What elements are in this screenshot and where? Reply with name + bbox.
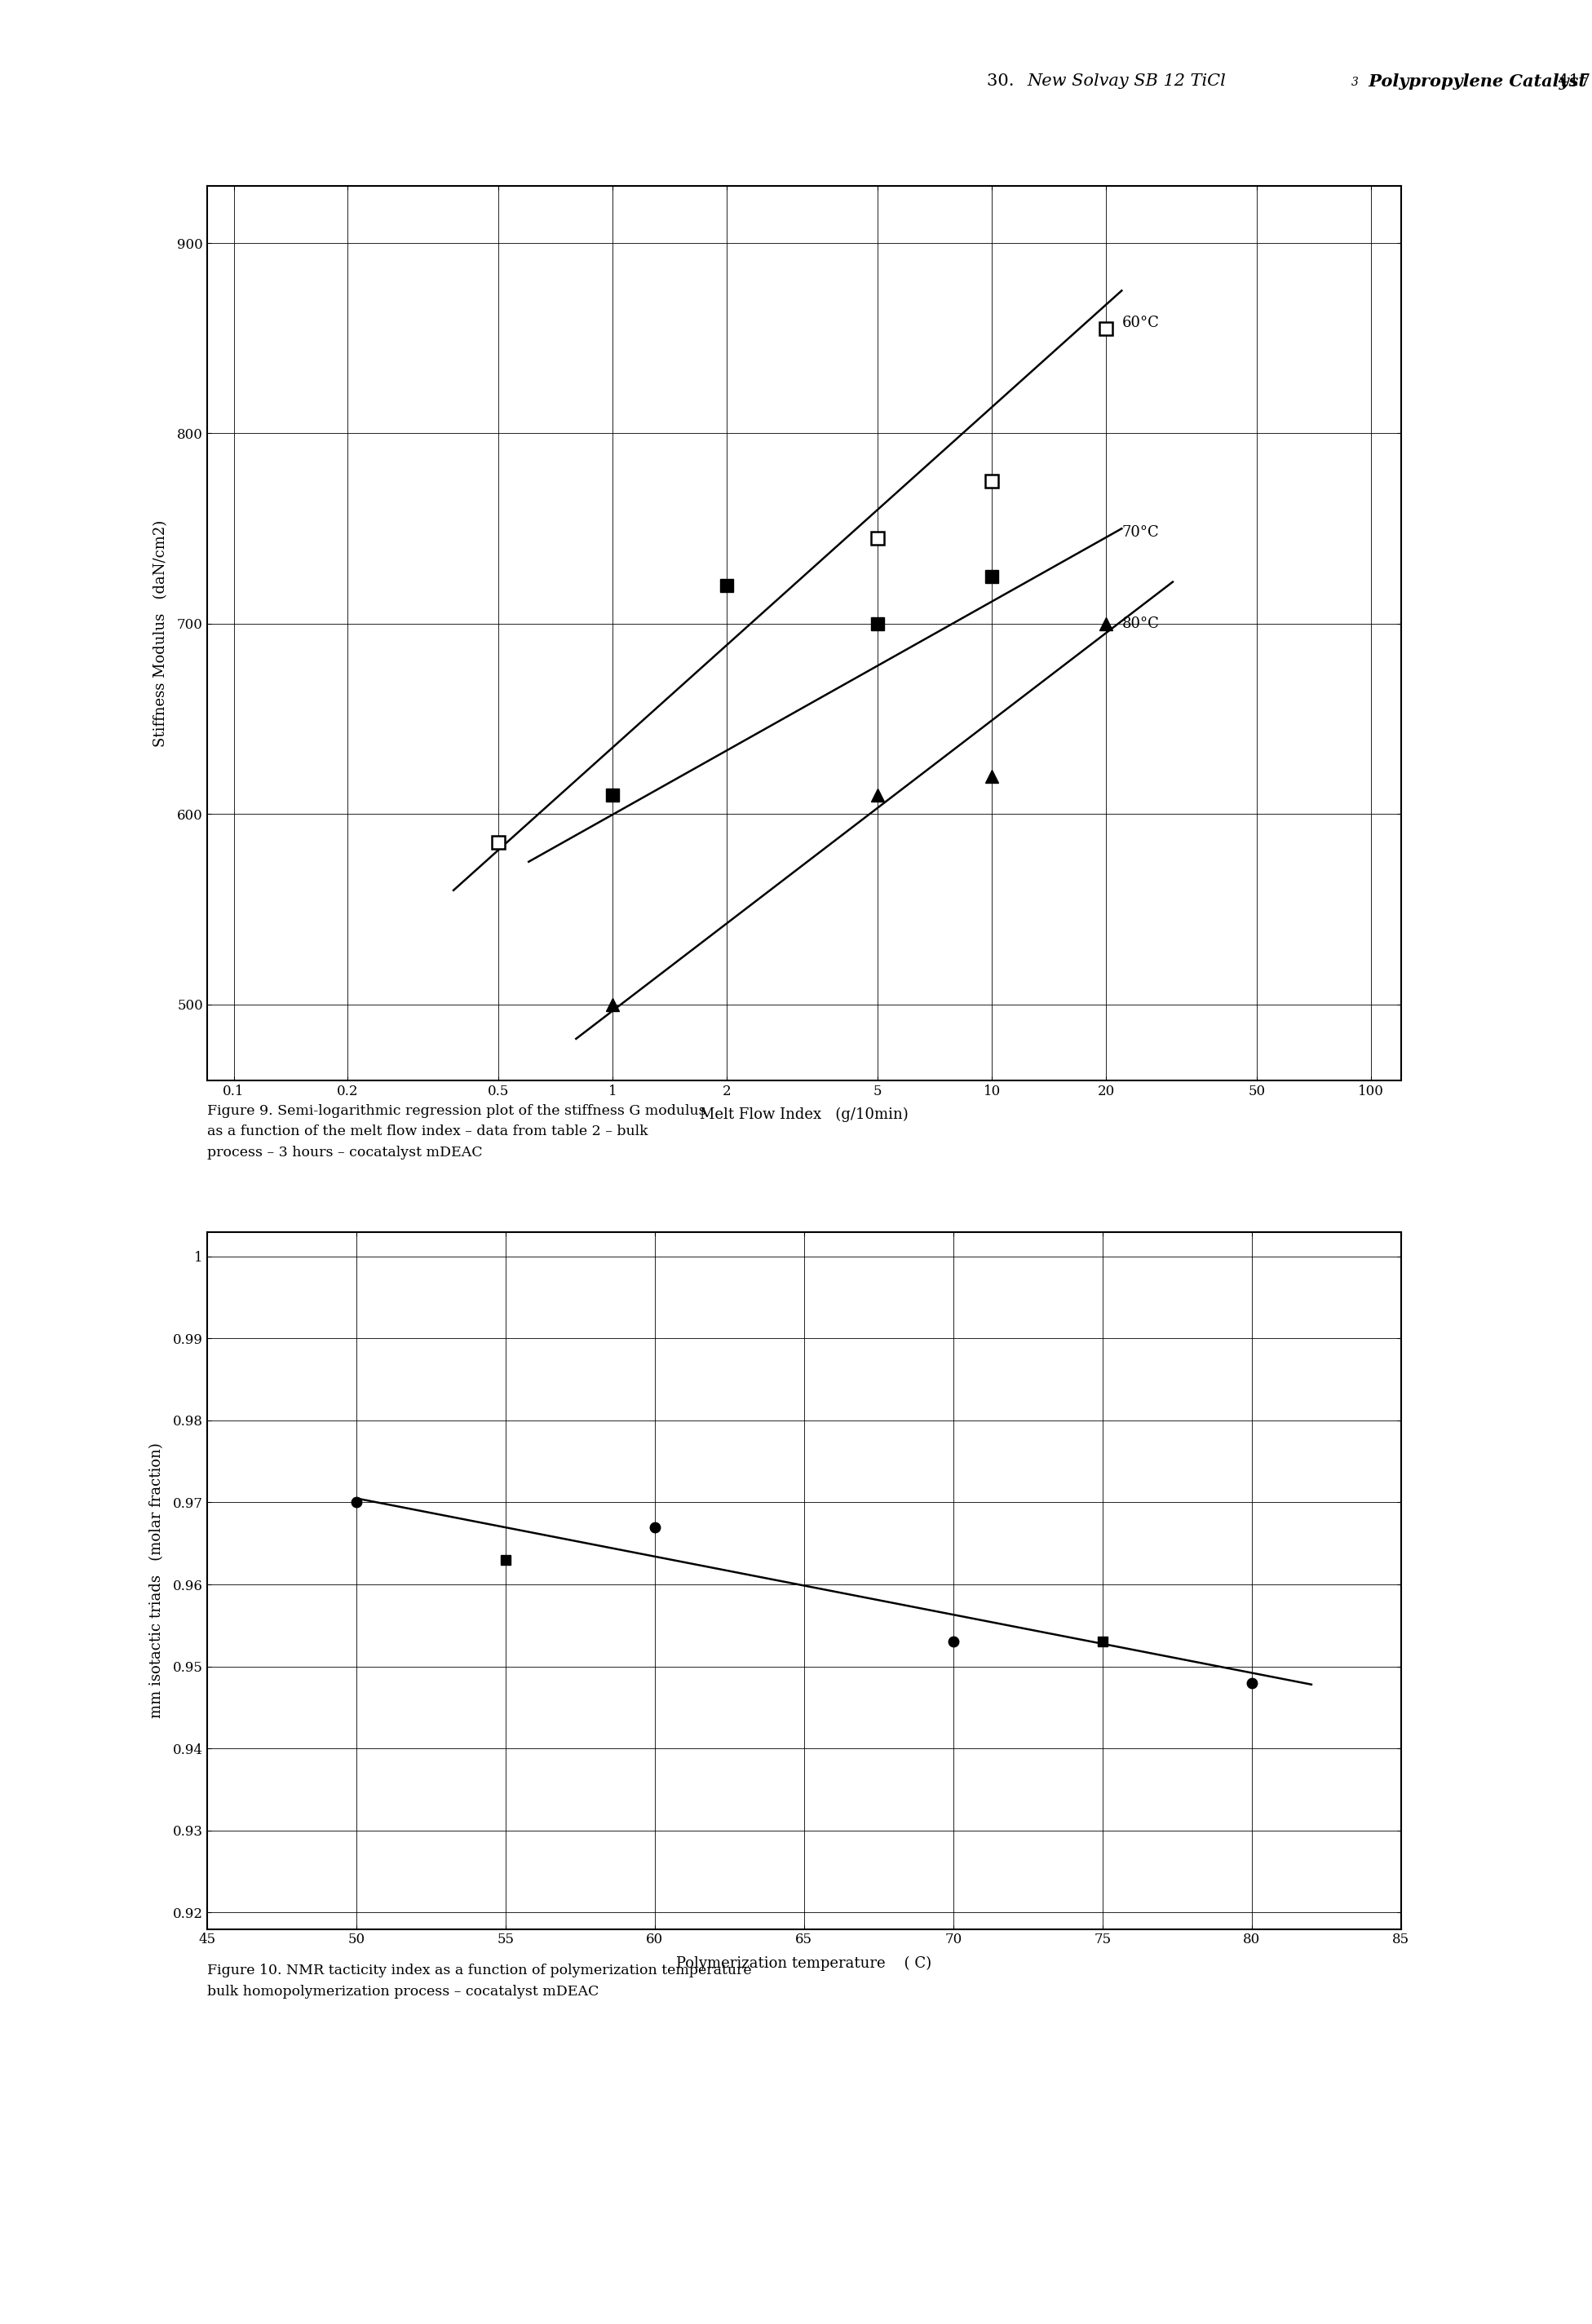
Text: Polypropylene Catalyst: Polypropylene Catalyst xyxy=(1363,72,1586,91)
Text: New Solvay SB 12 TiCl: New Solvay SB 12 TiCl xyxy=(1027,74,1226,88)
Text: 3: 3 xyxy=(1352,77,1360,88)
Text: 70°C: 70°C xyxy=(1122,525,1159,539)
X-axis label: Melt Flow Index   (g/10min): Melt Flow Index (g/10min) xyxy=(699,1109,909,1122)
Y-axis label: Stiffness Modulus   (daN/cm2): Stiffness Modulus (daN/cm2) xyxy=(153,521,167,746)
Text: 80°C: 80°C xyxy=(1122,616,1159,632)
X-axis label: Polymerization temperature    ( C): Polymerization temperature ( C) xyxy=(677,1957,931,1971)
Text: 417: 417 xyxy=(1547,74,1590,88)
Text: 60°C: 60°C xyxy=(1122,316,1159,330)
Y-axis label: mm isotactic triads   (molar fraction): mm isotactic triads (molar fraction) xyxy=(150,1443,164,1717)
Text: Figure 9. Semi-logarithmic regression plot of the stiffness G modulus
as a funct: Figure 9. Semi-logarithmic regression pl… xyxy=(207,1104,705,1160)
Text: 30.: 30. xyxy=(987,74,1020,88)
Text: Figure 10. NMR tacticity index as a function of polymerization temperature
bulk : Figure 10. NMR tacticity index as a func… xyxy=(207,1964,751,1999)
